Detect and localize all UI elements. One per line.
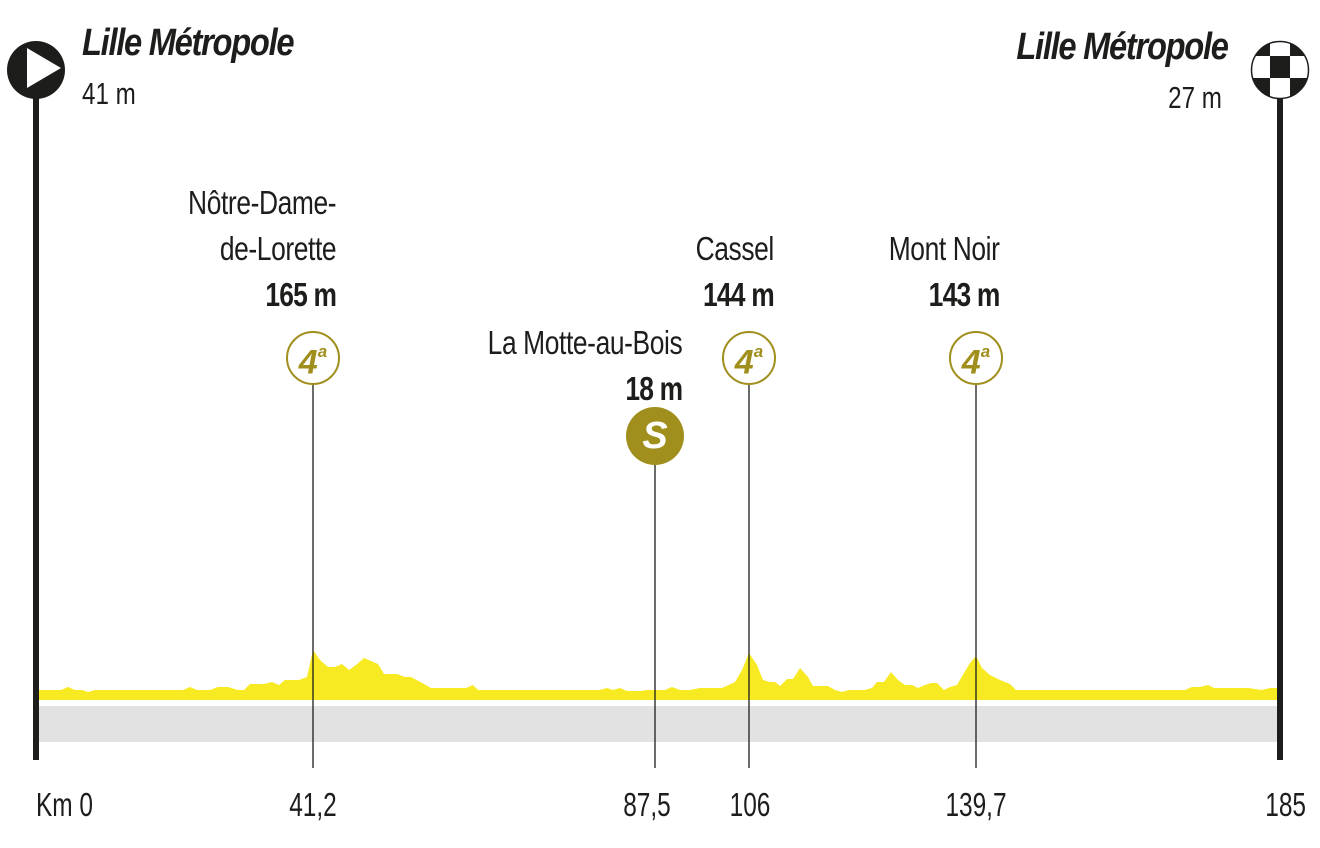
climb-name-line2: de-Lorette	[219, 230, 337, 267]
finish-city-name: Lille Métropole	[1016, 26, 1230, 68]
climb-name: Cassel	[695, 230, 775, 267]
climb-name: Mont Noir	[889, 230, 1000, 267]
category-4-badge-cassel	[722, 331, 776, 385]
category-4-badge-notre-dame	[286, 331, 340, 385]
km-label-41-2: 41,2	[289, 786, 337, 823]
km-label-87-5: 87,5	[623, 786, 671, 823]
km-label-finish: 185	[1265, 786, 1306, 823]
km-label-139-7: 139,7	[945, 786, 1007, 823]
sprint-letter: S	[642, 415, 668, 457]
profile-gap	[36, 700, 1280, 706]
start-altitude: 41 m	[82, 76, 136, 111]
base-band	[36, 706, 1280, 742]
climb-label-notre-dame: Nôtre-Dame- de-Lorette 165 m	[151, 180, 337, 318]
climb-name-line1: Nôtre-Dame-	[187, 184, 337, 221]
sprint-label-la-motte: La Motte-au-Bois 18 m	[439, 320, 682, 412]
climb-altitude: 143 m	[929, 276, 1001, 313]
finish-checkered-flag-icon	[1250, 40, 1310, 100]
category-4-badge-mont-noir	[949, 331, 1003, 385]
sprint-badge	[626, 407, 684, 465]
climb-label-mont-noir: Mont Noir 143 m	[861, 226, 1001, 318]
elevation-profile	[36, 650, 1280, 700]
category-label: 4a	[734, 342, 764, 382]
sprint-name: La Motte-au-Bois	[487, 324, 682, 361]
climb-label-cassel: Cassel 144 m	[676, 226, 775, 318]
start-flag-icon	[7, 41, 65, 99]
start-city-name: Lille Métropole	[82, 22, 295, 64]
finish-pole	[1277, 70, 1283, 760]
finish-altitude: 27 m	[1168, 80, 1222, 115]
km-label-106: 106	[729, 786, 771, 823]
km-label-start: Km 0	[36, 786, 94, 823]
climb-altitude: 165 m	[265, 276, 337, 313]
climb-altitude: 144 m	[703, 276, 775, 313]
category-label: 4a	[961, 342, 991, 382]
sprint-altitude: 18 m	[625, 370, 683, 407]
category-label: 4a	[298, 342, 328, 382]
start-pole	[33, 70, 39, 760]
